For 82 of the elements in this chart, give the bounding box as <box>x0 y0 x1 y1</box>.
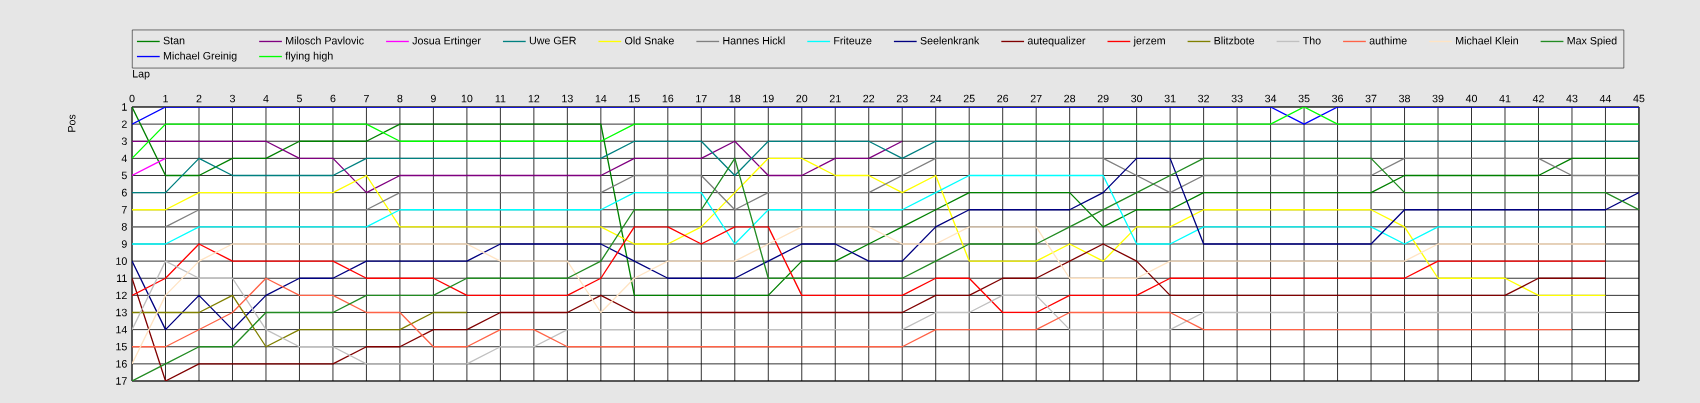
x-axis-title: Lap <box>133 70 150 80</box>
legend-label: Seelenkrank <box>920 36 980 45</box>
x-tick-label: 34 <box>1265 94 1277 103</box>
y-tick-label: 12 <box>116 291 127 300</box>
y-tick-label: 4 <box>121 154 128 163</box>
x-tick-label: 45 <box>1633 94 1645 103</box>
y-tick-label: 14 <box>116 325 127 334</box>
x-tick-label: 17 <box>696 94 707 103</box>
y-tick-label: 8 <box>121 223 127 231</box>
x-tick-label: 11 <box>495 94 506 103</box>
legend-label: authime <box>1369 36 1407 45</box>
legend-label: Josua Ertinger <box>412 36 481 47</box>
y-tick-label: 15 <box>116 343 127 351</box>
x-tick-label: 12 <box>528 94 540 103</box>
legend-label: Stan <box>163 36 185 45</box>
x-tick-label: 37 <box>1365 94 1377 103</box>
x-tick-label: 40 <box>1465 94 1478 103</box>
x-tick-label: 19 <box>763 94 774 103</box>
legend-label: Blitzbote <box>1214 36 1255 45</box>
x-tick-label: 39 <box>1432 94 1444 103</box>
x-tick-label: 5 <box>296 94 302 103</box>
x-tick-label: 4 <box>263 94 269 103</box>
legend-label: autequalizer <box>1027 36 1086 47</box>
x-tick-label: 29 <box>1097 94 1109 103</box>
y-tick-label: 3 <box>121 137 127 146</box>
legend-label: Milosch Pavlovic <box>286 36 364 45</box>
x-tick-label: 24 <box>930 94 942 103</box>
legend-label: Friteuze <box>834 36 872 45</box>
x-tick-label: 44 <box>1599 94 1612 103</box>
legend-label: Old Snake <box>625 36 674 45</box>
x-tick-label: 35 <box>1298 94 1310 103</box>
x-tick-label: 14 <box>595 94 607 103</box>
x-tick-label: 15 <box>629 94 640 103</box>
x-tick-label: 36 <box>1332 94 1344 103</box>
legend-label: jerzem <box>1133 36 1165 47</box>
legend-label: Hannes Hickl <box>723 36 785 45</box>
x-tick-label: 23 <box>896 94 908 103</box>
x-tick-label: 31 <box>1164 94 1176 103</box>
x-tick-label: 33 <box>1231 94 1243 103</box>
x-tick-label: 10 <box>461 94 473 103</box>
legend-label: Uwe GER <box>529 36 576 45</box>
x-tick-label: 26 <box>997 94 1009 103</box>
x-tick-label: 22 <box>863 94 875 103</box>
y-tick-label: 5 <box>121 171 127 180</box>
x-tick-label: 28 <box>1064 94 1076 103</box>
x-tick-label: 18 <box>729 94 741 103</box>
x-tick-label: 38 <box>1399 94 1410 103</box>
y-tick-label: 2 <box>121 120 127 128</box>
legend-label: Max Spied <box>1567 36 1617 47</box>
x-tick-label: 6 <box>330 94 336 103</box>
x-tick-label: 9 <box>430 94 436 103</box>
y-tick-label: 1 <box>122 103 127 111</box>
legend-label: flying high <box>285 51 333 62</box>
y-tick-label: 11 <box>117 274 127 282</box>
x-tick-label: 27 <box>1030 94 1042 103</box>
legend-label: Tho <box>1302 36 1321 45</box>
legend-label: Michael Greinig <box>163 51 237 62</box>
x-tick-label: 8 <box>397 94 403 103</box>
x-tick-label: 25 <box>963 94 975 103</box>
x-tick-label: 1 <box>163 94 168 103</box>
y-tick-label: 16 <box>116 360 127 368</box>
x-tick-label: 41 <box>1499 94 1511 103</box>
y-axis-title: Pos <box>68 114 76 132</box>
x-tick-label: 21 <box>829 94 841 103</box>
x-tick-label: 7 <box>364 94 369 103</box>
x-tick-label: 20 <box>796 94 808 103</box>
x-tick-label: 30 <box>1131 94 1143 103</box>
x-tick-label: 13 <box>562 94 573 103</box>
y-tick-label: 6 <box>121 188 127 197</box>
x-tick-label: 16 <box>662 94 674 103</box>
x-tick-label: 43 <box>1566 94 1578 103</box>
y-tick-label: 9 <box>121 240 127 248</box>
x-tick-label: 3 <box>229 94 235 103</box>
x-tick-label: 42 <box>1532 94 1544 103</box>
y-tick-label: 7 <box>121 206 127 214</box>
y-tick-label: 10 <box>116 257 127 265</box>
x-tick-label: 2 <box>196 94 202 103</box>
legend-label: Michael Klein <box>1456 36 1518 45</box>
y-tick-label: 17 <box>116 377 127 385</box>
x-tick-label: 32 <box>1198 94 1210 103</box>
y-tick-label: 13 <box>116 308 127 317</box>
x-tick-label: 0 <box>129 94 135 103</box>
